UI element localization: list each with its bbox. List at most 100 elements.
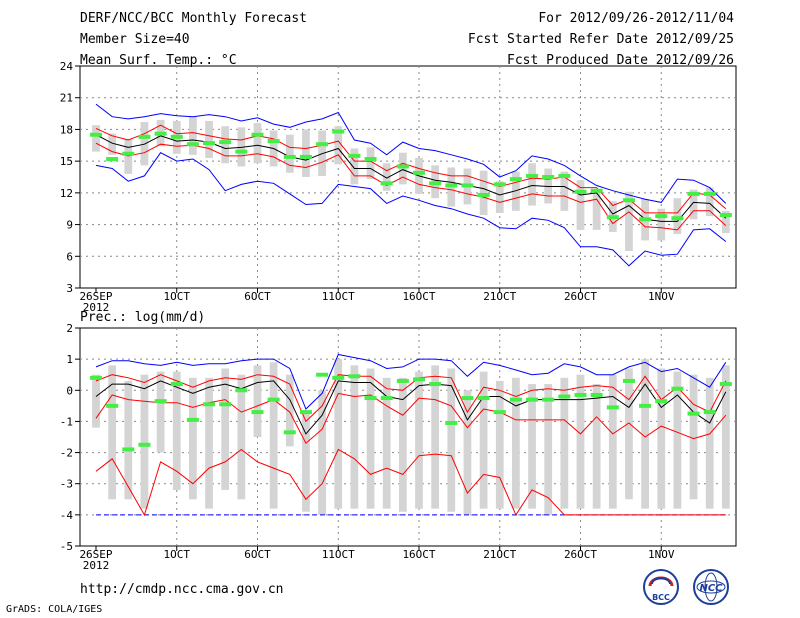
prec-median-marker: [622, 378, 635, 383]
temp-median-marker: [364, 157, 377, 162]
prec-median-marker: [219, 402, 232, 407]
temp-median-marker: [429, 181, 442, 186]
prec-median-marker: [348, 374, 361, 379]
temp-range-box: [576, 180, 585, 230]
temp-median-marker: [299, 154, 312, 159]
temp-median-marker: [558, 173, 571, 178]
prec-range-box: [237, 374, 246, 500]
prec-range-box: [285, 374, 294, 447]
prec-range-box: [334, 359, 343, 509]
temp-xtick-year: 2012: [83, 301, 110, 314]
prec-median-marker: [687, 411, 700, 416]
prec-range-box: [495, 380, 504, 509]
prec-range-box: [673, 371, 682, 509]
forecast-period: For 2012/09/26-2012/11/04: [538, 11, 734, 26]
temp-median-marker: [590, 188, 603, 193]
temp-median-marker: [413, 170, 425, 175]
temp-median-marker: [348, 153, 361, 158]
temp-range-box: [657, 208, 666, 241]
prec-ytick-label: -2: [60, 447, 73, 460]
prec-ytick-label: 1: [66, 353, 73, 366]
prec-range-box: [350, 365, 359, 509]
prec-range-box: [560, 377, 569, 509]
prec-median-marker: [396, 378, 409, 383]
temp-range-box: [721, 210, 730, 234]
prec-max-line: [95, 353, 727, 410]
prec-median-marker: [380, 396, 393, 401]
prec-range-box: [544, 384, 553, 515]
temp-range-box: [253, 123, 262, 164]
prec-xtick-label: 16OCT: [402, 548, 435, 561]
prec-range-box: [689, 374, 698, 500]
prec-median-marker: [590, 392, 603, 397]
temp-mean-line: [95, 134, 727, 222]
prec-xtick-label: 26OCT: [564, 548, 597, 561]
prec-range-box: [92, 374, 100, 428]
temp-xtick-label: 1OCT: [164, 290, 191, 303]
temp-median-marker: [283, 154, 296, 159]
prec-median-marker: [251, 410, 264, 415]
temp-median-marker: [203, 141, 216, 146]
prec-median-marker: [283, 430, 296, 435]
temp-ytick-label: 21: [60, 92, 73, 105]
prec-median-marker: [413, 377, 425, 382]
prec-median-marker: [299, 410, 312, 415]
prec-range-box: [641, 359, 649, 509]
prec-median-marker: [558, 394, 571, 399]
prec-ytick-label: -3: [60, 478, 73, 491]
prec-median-marker: [671, 386, 684, 391]
temp-median-marker: [138, 134, 151, 139]
temp-range-box: [285, 134, 294, 173]
prec-median-marker: [154, 399, 167, 404]
prec-xtick-label: 26SEP: [79, 548, 112, 561]
chart-source-title: DERF/NCC/BCC Monthly Forecast: [80, 11, 307, 26]
temp-median-marker: [509, 177, 522, 182]
temp-range-box: [334, 126, 343, 165]
temp-range-box: [92, 125, 100, 152]
temp-range-box: [205, 120, 213, 158]
prec-range-box: [382, 377, 391, 509]
temp-range-box: [705, 187, 714, 217]
prec-ytick-label: 2: [66, 322, 73, 335]
temp-median-marker: [477, 192, 490, 197]
prec-range-box: [156, 371, 165, 453]
prec-range-box: [221, 368, 230, 490]
prec-range-box: [721, 365, 730, 509]
prec-median-marker: [106, 403, 119, 408]
temp-range-box: [237, 127, 246, 167]
header-right: For 2012/09/26-2012/11/04 Fcst Started R…: [468, 11, 734, 74]
temp-median-marker: [332, 129, 345, 134]
temp-range-box: [302, 129, 310, 177]
prec-median-marker: [719, 382, 732, 387]
prec-median-marker: [122, 447, 135, 452]
prec-range-box: [463, 390, 472, 515]
temp-median-marker: [219, 140, 232, 145]
prec-range-box: [447, 368, 456, 512]
prec-range-box: [528, 384, 536, 509]
prec-range-box: [189, 377, 197, 500]
temp-range-box: [512, 171, 520, 211]
temp-median-marker: [396, 164, 409, 169]
prec-range-box: [205, 377, 213, 509]
prec-xtick-label: 11OCT: [322, 548, 355, 561]
temp-range-box: [689, 189, 698, 220]
prec-ytick-label: -5: [60, 540, 73, 553]
temp-median-marker: [719, 213, 732, 218]
prec-range-box: [512, 377, 520, 509]
temp-range-box: [350, 148, 359, 185]
prec-range-box: [415, 371, 423, 509]
prec-range-box: [302, 412, 310, 512]
prec-range-box: [140, 374, 149, 509]
prec-xtick-label: 1NOV: [648, 548, 675, 561]
variable-title: Mean Surf. Temp.: °C: [80, 53, 237, 68]
prec-range-box: [269, 362, 278, 509]
prec-median-marker: [493, 410, 506, 415]
prec-median-marker: [186, 417, 199, 422]
prec-median-marker: [90, 375, 102, 380]
temp-median-marker: [235, 149, 248, 154]
temp-range-box: [560, 171, 569, 211]
prec-range-box: [576, 374, 585, 509]
prec-ytick-label: -1: [60, 415, 73, 428]
temp-median-marker: [267, 139, 280, 144]
precip-panel-title: Prec.: log(mm/d): [80, 310, 206, 325]
